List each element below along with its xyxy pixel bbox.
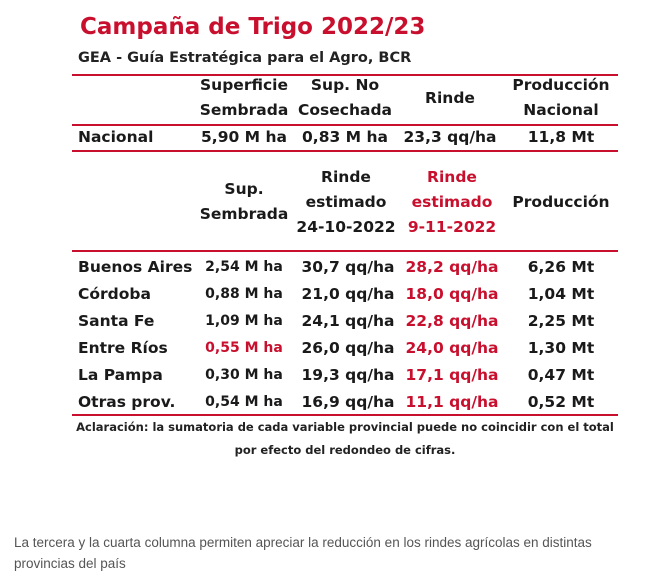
province-sup: 0,30 M ha xyxy=(205,367,283,383)
table-title: Campaña de Trigo 2022/23 xyxy=(80,14,426,40)
header-line: Sup. xyxy=(224,180,264,198)
footnote: Aclaración: la sumatoria de cada variabl… xyxy=(72,416,618,462)
divider-national xyxy=(72,150,618,152)
header-line: Cosechada xyxy=(298,101,392,119)
header-line: Producción xyxy=(512,76,610,94)
header-line: Superficie xyxy=(200,76,288,94)
province-rinde-prev: 26,0 qq/ha xyxy=(301,339,395,357)
province-sup: 0,88 M ha xyxy=(205,286,283,302)
province-rinde-new: 28,2 qq/ha xyxy=(405,258,499,276)
header-line: Sembrada xyxy=(199,101,289,119)
province-name: Córdoba xyxy=(78,285,151,303)
header-produccion-nacional: Producción Nacional xyxy=(504,73,618,123)
province-produccion: 1,04 Mt xyxy=(527,285,595,303)
province-sup: 0,55 M ha xyxy=(205,340,283,356)
province-produccion: 2,25 Mt xyxy=(527,312,595,330)
province-name: La Pampa xyxy=(78,366,163,384)
table-subtitle: GEA - Guía Estratégica para el Agro, BCR xyxy=(78,50,412,66)
header-line: estimado xyxy=(411,193,493,211)
province-rinde-new: 17,1 qq/ha xyxy=(405,366,499,384)
header-line: 24-10-2022 xyxy=(296,218,396,236)
header-rinde-estimado-prev: Rinde estimado 24-10-2022 xyxy=(294,165,398,240)
header-rinde: Rinde xyxy=(425,89,475,107)
province-name: Buenos Aires xyxy=(78,258,193,276)
province-name: Otras prov. xyxy=(78,393,176,411)
province-rinde-new: 18,0 qq/ha xyxy=(405,285,499,303)
header-line: estimado xyxy=(305,193,387,211)
national-label: Nacional xyxy=(78,128,154,146)
header-line: Rinde xyxy=(321,168,371,186)
header-sup-sembrada: Sup. Sembrada xyxy=(190,177,298,227)
national-sup-no-cosechada: 0,83 M ha xyxy=(302,128,388,146)
province-rinde-prev: 16,9 qq/ha xyxy=(301,393,395,411)
header-produccion: Producción xyxy=(512,193,610,211)
national-rinde: 23,3 qq/ha xyxy=(403,128,497,146)
province-produccion: 1,30 Mt xyxy=(527,339,595,357)
province-rinde-prev: 21,0 qq/ha xyxy=(301,285,395,303)
divider-prov-header xyxy=(72,250,618,252)
header-line: 9-11-2022 xyxy=(407,218,497,236)
divider-top xyxy=(72,74,618,76)
province-sup: 2,54 M ha xyxy=(205,259,283,275)
footnote-line: por efecto del redondeo de cifras. xyxy=(234,443,456,457)
divider-bottom xyxy=(72,414,618,416)
header-line: Sup. No xyxy=(310,76,380,94)
province-rinde-prev: 30,7 qq/ha xyxy=(301,258,395,276)
province-sup: 1,09 M ha xyxy=(205,313,283,329)
province-sup: 0,54 M ha xyxy=(205,394,283,410)
header-line: Nacional xyxy=(523,101,599,119)
province-name: Santa Fe xyxy=(78,312,155,330)
header-line: Sembrada xyxy=(199,205,289,223)
national-superficie: 5,90 M ha xyxy=(201,128,287,146)
footnote-line: Aclaración: la sumatoria de cada variabl… xyxy=(76,420,614,434)
image-caption: La tercera y la cuarta columna permiten … xyxy=(14,535,592,571)
divider-header xyxy=(72,124,618,126)
province-produccion: 0,47 Mt xyxy=(527,366,595,384)
province-produccion: 0,52 Mt xyxy=(527,393,595,411)
national-produccion: 11,8 Mt xyxy=(527,128,595,146)
header-rinde-estimado-new: Rinde estimado 9-11-2022 xyxy=(400,165,504,240)
province-rinde-new: 11,1 qq/ha xyxy=(405,393,499,411)
province-rinde-new: 24,0 qq/ha xyxy=(405,339,499,357)
province-rinde-prev: 24,1 qq/ha xyxy=(301,312,395,330)
header-sup-no-cosechada: Sup. No Cosechada xyxy=(296,73,394,123)
header-line: Rinde xyxy=(427,168,477,186)
province-rinde-prev: 19,3 qq/ha xyxy=(301,366,395,384)
province-produccion: 6,26 Mt xyxy=(527,258,595,276)
province-rinde-new: 22,8 qq/ha xyxy=(405,312,499,330)
header-superficie-sembrada: Superficie Sembrada xyxy=(190,73,298,123)
province-name: Entre Ríos xyxy=(78,339,168,357)
